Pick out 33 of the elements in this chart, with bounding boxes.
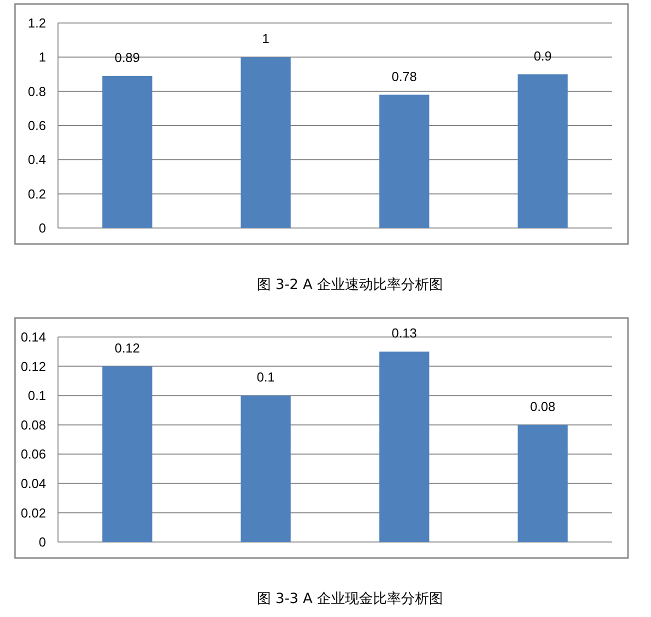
y-tick-label: 0.8: [28, 84, 46, 99]
data-label: 0.9: [534, 48, 552, 64]
data-label: 0.13: [392, 326, 417, 341]
y-tick-label: 0.04: [20, 476, 46, 491]
y-tick-label: 0: [38, 534, 46, 550]
data-label: 0.08: [530, 398, 556, 414]
text: 图 3-3 A 企业现金比率分析图: [257, 591, 443, 607]
y-tick-label: 0.08: [20, 417, 46, 432]
data-label: 0.78: [392, 68, 417, 84]
bar: [102, 366, 152, 542]
data-label: 0.12: [114, 340, 140, 356]
y-tick-label: 0.02: [20, 505, 46, 520]
text: 图 3-2 A 企业速动比率分析图: [257, 277, 443, 293]
data-label: 0.1: [256, 370, 275, 385]
y-tick-label: 0: [38, 220, 46, 236]
bar: [240, 396, 291, 542]
y-tick-label: 0.2: [28, 186, 46, 202]
bar: [379, 94, 430, 228]
bar: [240, 57, 291, 228]
bar: [518, 424, 568, 542]
data-label: 0.89: [114, 50, 140, 65]
y-tick-label: 0.6: [28, 118, 46, 134]
y-tick-label: 0.06: [20, 446, 46, 462]
bar: [102, 76, 152, 228]
data-label: 1: [262, 31, 270, 46]
bar: [518, 74, 568, 228]
y-tick-label: 0.14: [20, 330, 46, 345]
y-tick-label: 1: [38, 50, 46, 65]
y-tick-label: 0.1: [28, 388, 46, 404]
y-tick-label: 1.2: [28, 16, 46, 31]
bar: [379, 352, 430, 542]
y-tick-label: 0.4: [28, 152, 46, 168]
y-tick-label: 0.12: [20, 358, 46, 374]
